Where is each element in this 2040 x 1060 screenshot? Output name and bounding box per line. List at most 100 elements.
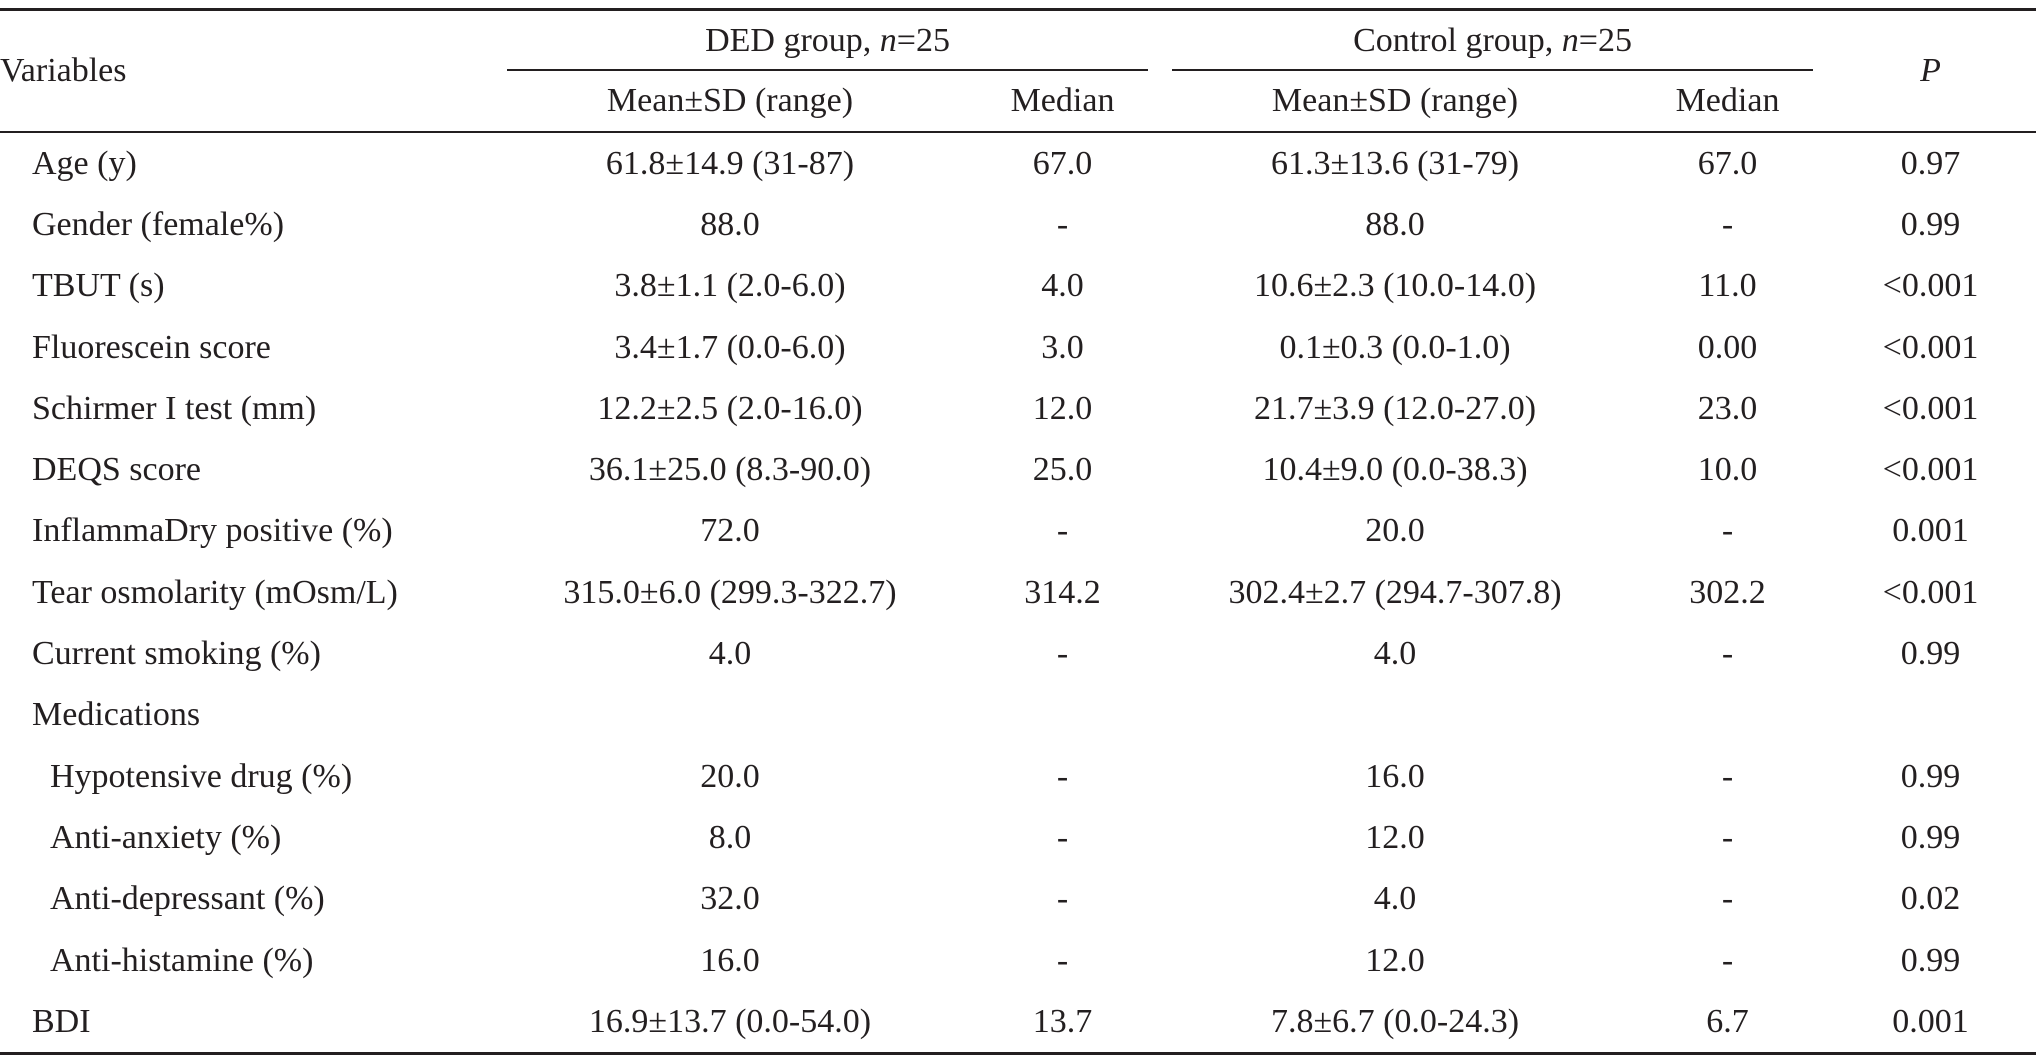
control-mean-cell: 4.0 [1373, 880, 1417, 918]
control-median-cell: 302.2 [1689, 573, 1766, 611]
ded-median-cell: 314.2 [1024, 573, 1101, 611]
variable-cell: TBUT (s) [32, 267, 165, 305]
ded-median-cell: - [1056, 757, 1069, 795]
control-median-cell: - [1721, 880, 1734, 918]
table-row: Gender (female%) 88.0 - 88.0 - 0.99 [0, 194, 2036, 255]
ded-mean-sd-header: Mean±SD (range) [495, 71, 965, 133]
section-label-cell: Medications [32, 696, 201, 734]
control-group-header: Control group, n=25 [1160, 8, 1826, 71]
control-median-cell: - [1721, 635, 1734, 673]
p-value-cell: <0.001 [1882, 389, 1979, 427]
ded-median-cell: - [1056, 635, 1069, 673]
characteristics-table: Variables DED group, n=25 Control group,… [0, 8, 2037, 1056]
table-row: Anti-depressant (%) 32.0 - 4.0 - 0.02 [0, 869, 2036, 930]
variable-cell: Tear osmolarity (mOsm/L) [32, 573, 398, 611]
control-mean-cell: 16.0 [1365, 757, 1425, 795]
table-row: Fluorescein score 3.4±1.7 (0.0-6.0) 3.0 … [0, 317, 2036, 378]
ded-median-cell: 4.0 [1041, 267, 1084, 305]
variable-cell: InflammaDry positive (%) [32, 512, 393, 550]
ded-mean-cell: 88.0 [700, 205, 760, 243]
ded-mean-cell: 61.8±14.9 (31-87) [605, 144, 855, 182]
ded-mean-cell: 315.0±6.0 (299.3-322.7) [563, 573, 897, 611]
p-value-cell: 0.99 [1900, 757, 1961, 795]
p-value-cell: 0.02 [1900, 880, 1961, 918]
control-mean-cell: 10.6±2.3 (10.0-14.0) [1253, 267, 1537, 305]
ded-median-cell: - [1056, 205, 1069, 243]
ded-median-cell: 67.0 [1032, 144, 1093, 182]
ded-median-cell: - [1056, 512, 1069, 550]
p-value-cell: <0.001 [1882, 267, 1979, 305]
ded-median-cell: 12.0 [1032, 389, 1093, 427]
control-median-cell: - [1721, 757, 1734, 795]
control-group-n: n [1561, 22, 1579, 59]
ded-mean-cell: 20.0 [700, 757, 760, 795]
table-row: Anti-histamine (%) 16.0 - 12.0 - 0.99 [0, 930, 2036, 991]
variable-cell: Anti-anxiety (%) [50, 818, 282, 856]
control-mean-cell: 10.4±9.0 (0.0-38.3) [1262, 451, 1528, 489]
control-mean-cell [1160, 685, 1630, 746]
control-median-cell: 67.0 [1697, 144, 1758, 182]
control-mean-cell: 21.7±3.9 (12.0-27.0) [1253, 389, 1537, 427]
variable-cell: Anti-depressant (%) [50, 880, 325, 918]
ded-median-cell: 25.0 [1032, 451, 1093, 489]
table-row: DEQS score 36.1±25.0 (8.3-90.0) 25.0 10.… [0, 439, 2036, 500]
control-median-cell: 10.0 [1697, 451, 1758, 489]
control-median-cell: - [1721, 512, 1734, 550]
header-row-subcolumns: Mean±SD (range) Median Mean±SD (range) M… [0, 71, 2036, 133]
table-row: Tear osmolarity (mOsm/L) 315.0±6.0 (299.… [0, 562, 2036, 623]
ded-mean-cell: 36.1±25.0 (8.3-90.0) [588, 451, 872, 489]
ded-mean-cell: 3.8±1.1 (2.0-6.0) [614, 267, 846, 305]
control-median-cell: 11.0 [1698, 267, 1757, 305]
table-row: TBUT (s) 3.8±1.1 (2.0-6.0) 4.0 10.6±2.3 … [0, 256, 2036, 317]
control-median-cell: 6.7 [1630, 991, 1826, 1056]
control-mean-sd-header: Mean±SD (range) [1160, 71, 1631, 133]
control-mean-cell: 4.0 [1373, 635, 1417, 673]
variable-cell: Schirmer I test (mm) [32, 389, 317, 427]
table-row: InflammaDry positive (%) 72.0 - 20.0 - 0… [0, 501, 2036, 562]
variable-cell: Current smoking (%) [32, 635, 321, 673]
control-mean-cell: 0.1±0.3 (0.0-1.0) [1279, 328, 1511, 366]
p-value-cell: <0.001 [1882, 573, 1979, 611]
control-mean-cell: 88.0 [1365, 205, 1425, 243]
ded-mean-cell: 3.4±1.7 (0.0-6.0) [614, 328, 846, 366]
table-row: Anti-anxiety (%) 8.0 - 12.0 - 0.99 [0, 807, 2036, 868]
p-value-cell: 0.99 [1900, 818, 1961, 856]
table-row: Hypotensive drug (%) 20.0 - 16.0 - 0.99 [0, 746, 2036, 807]
ded-group-n: n [879, 22, 897, 59]
ded-median-cell: - [1056, 818, 1069, 856]
control-median-cell: 23.0 [1697, 389, 1758, 427]
control-mean-cell: 20.0 [1365, 512, 1425, 550]
ded-median-cell: 3.0 [1041, 328, 1084, 366]
table-row: Age (y) 61.8±14.9 (31-87) 67.0 61.3±13.6… [0, 132, 2036, 194]
table-row: BDI 16.9±13.7 (0.0-54.0) 13.7 7.8±6.7 (0… [0, 991, 2037, 1056]
p-value-cell: <0.001 [1882, 328, 1979, 366]
variable-cell: Fluorescein score [32, 328, 271, 366]
control-median-cell: - [1721, 205, 1734, 243]
p-value-cell [1825, 685, 2036, 746]
table-row-section: Medications [0, 685, 2036, 746]
ded-mean-cell: 16.9±13.7 (0.0-54.0) [495, 991, 965, 1056]
variable-cell: Hypotensive drug (%) [50, 757, 353, 795]
ded-mean-cell: 32.0 [700, 880, 760, 918]
control-group-suffix: =25 [1578, 22, 1632, 59]
header-row-groups: Variables DED group, n=25 Control group,… [0, 8, 2037, 133]
ded-mean-cell: 4.0 [708, 635, 752, 673]
p-value-cell: 0.001 [1825, 991, 2037, 1056]
ded-mean-cell [495, 685, 965, 746]
table-row: Current smoking (%) 4.0 - 4.0 - 0.99 [0, 623, 2036, 684]
control-median-cell: - [1721, 818, 1734, 856]
control-median-cell [1630, 685, 1825, 746]
ded-median-cell: - [1056, 941, 1069, 979]
variable-cell: Age (y) [32, 144, 137, 182]
control-mean-cell: 12.0 [1365, 941, 1425, 979]
control-median-header: Median [1630, 71, 1826, 133]
variable-cell: Anti-histamine (%) [50, 941, 314, 979]
ded-median-cell: - [1056, 880, 1069, 918]
p-value-cell: 0.99 [1900, 941, 1961, 979]
p-value-cell: 0.001 [1892, 512, 1969, 550]
table-header: Variables DED group, n=25 Control group,… [0, 8, 2037, 133]
table-body: Age (y) 61.8±14.9 (31-87) 67.0 61.3±13.6… [0, 132, 2037, 1056]
control-group-prefix: Control group, [1353, 22, 1562, 59]
ded-mean-cell: 8.0 [708, 818, 752, 856]
control-median-cell: 0.00 [1697, 328, 1758, 366]
